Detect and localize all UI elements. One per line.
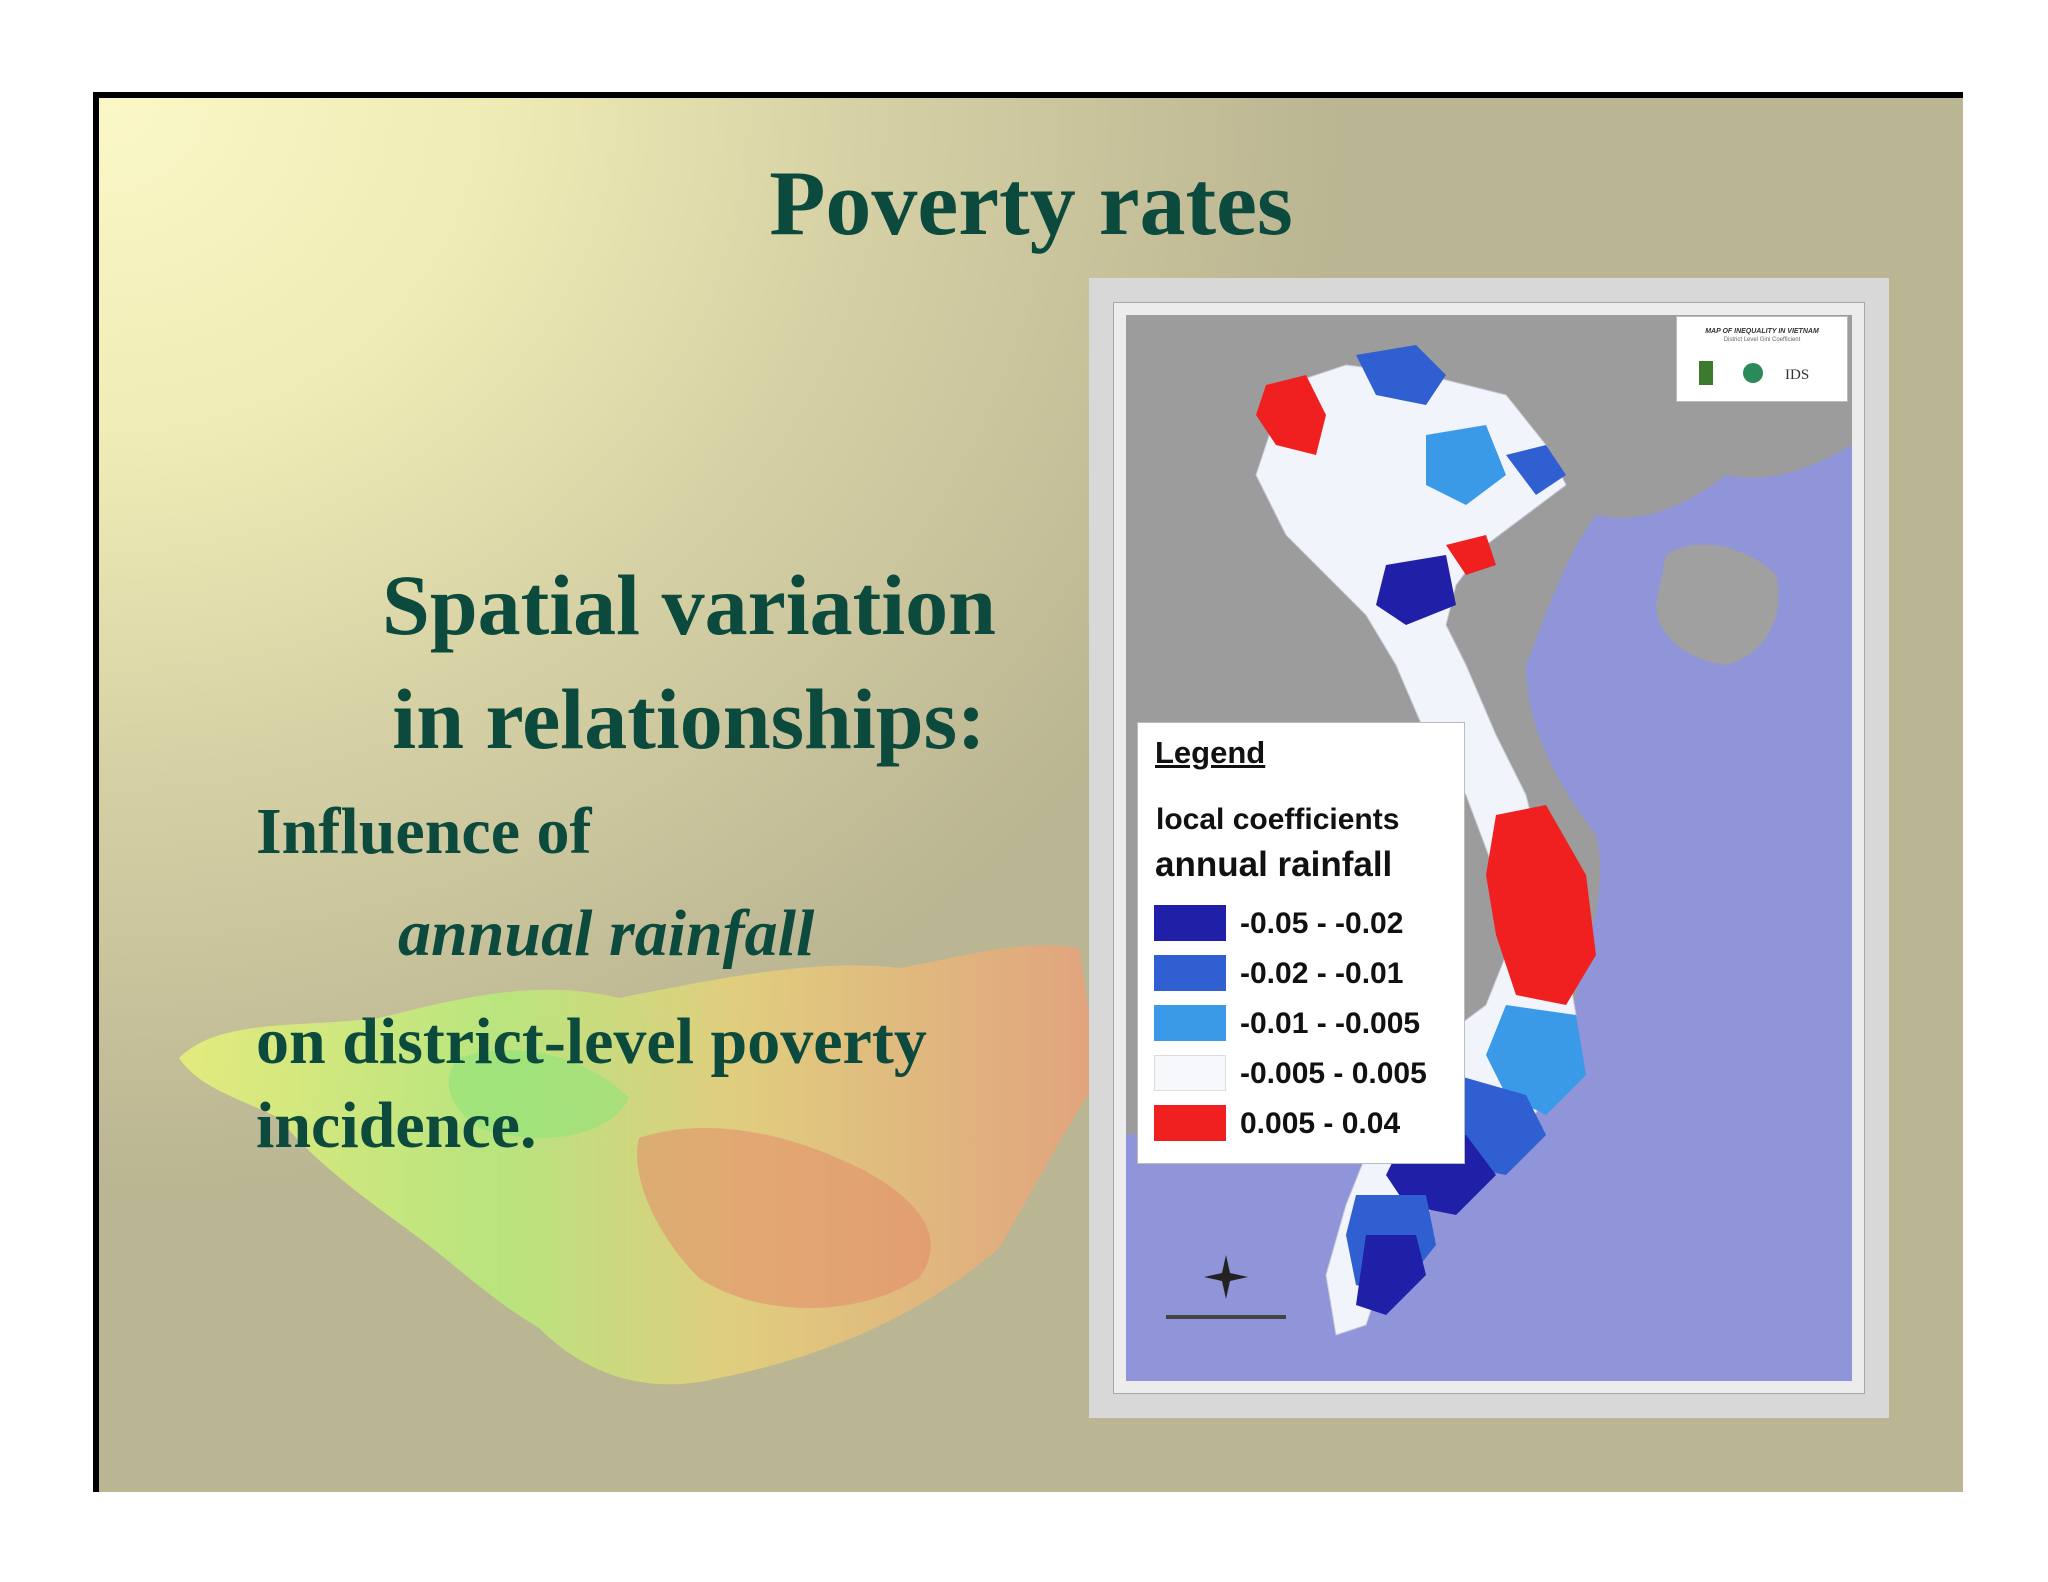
legend-swatch (1154, 1005, 1226, 1041)
legend-swatch (1154, 1105, 1226, 1141)
slide-title: Poverty rates (769, 152, 1293, 254)
legend-subtitle: local coefficients (1156, 803, 1400, 836)
heading-line-1: Spatial variation (381, 557, 996, 653)
organization-logo-1-icon (1699, 361, 1713, 385)
main-heading: Spatial variation in relationships: (199, 548, 1199, 776)
heading-line-2: in relationships: (392, 671, 986, 767)
legend-item-label: 0.005 - 0.04 (1240, 1107, 1401, 1140)
map-logo-box: MAP OF INEQUALITY IN VIETNAM District Le… (1676, 316, 1848, 402)
body-text-line-3: on district-level poverty (256, 1005, 927, 1078)
map-figure (1089, 278, 1889, 1418)
legend-title: Legend (1155, 735, 1266, 770)
legend-item-label: -0.05 - -0.02 (1240, 907, 1404, 940)
map-logo-subtitle: District Level Gini Coefficient (1723, 337, 1801, 343)
legend-swatch (1154, 955, 1226, 991)
body-text-line-1: Influence of (256, 795, 592, 868)
body-text-line-4: incidence. (256, 1089, 537, 1162)
legend-variable: annual rainfall (1155, 845, 1393, 884)
legend-item-label: -0.01 - -0.005 (1240, 1007, 1421, 1040)
legend-item-label: -0.02 - -0.01 (1240, 957, 1404, 990)
legend-swatch (1154, 1055, 1226, 1091)
map-legend: Legend local coefficients annual rainfal… (1137, 722, 1465, 1164)
body-text-italic: annual rainfall (398, 897, 815, 970)
organization-logo-2-icon (1743, 363, 1763, 383)
legend-item-label: -0.005 - 0.005 (1240, 1057, 1427, 1090)
legend-swatch (1154, 905, 1226, 941)
map-logo-title: MAP OF INEQUALITY IN VIETNAM (1705, 328, 1819, 335)
rainfall-texture-image (179, 945, 1099, 1385)
ids-logo: IDS (1785, 367, 1810, 383)
